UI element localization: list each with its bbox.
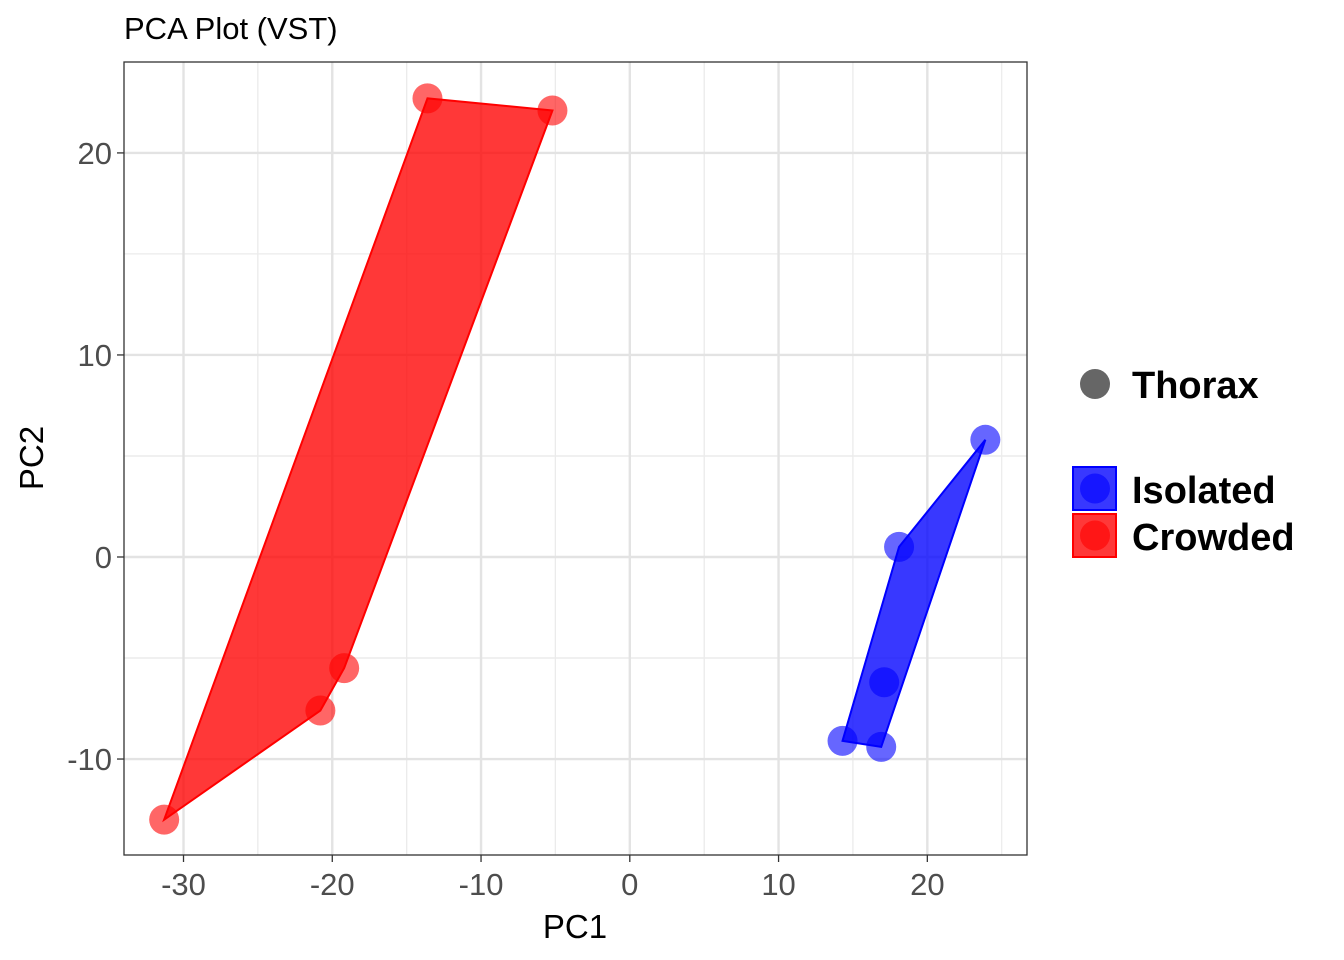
points: [149, 83, 1001, 835]
point-isolated: [869, 667, 900, 698]
point-isolated: [970, 424, 1001, 455]
legend-key-point: [1080, 473, 1110, 504]
point-crowded: [149, 804, 180, 835]
x-tick-label: 10: [761, 867, 795, 902]
point-crowded: [412, 83, 443, 114]
x-tick-label: -30: [161, 867, 206, 902]
y-tick-label: 20: [78, 136, 112, 171]
x-tick-label: 20: [910, 867, 944, 902]
point-isolated: [827, 725, 858, 756]
y-axis-label: PC2: [13, 426, 50, 490]
x-tick-label: -10: [459, 867, 504, 902]
legend-label-isolated: Isolated: [1132, 470, 1276, 512]
point-crowded: [329, 653, 360, 684]
panel-border: [123, 61, 1028, 856]
legend-shape-key: [1080, 369, 1110, 399]
x-axis-label: PC1: [543, 908, 607, 945]
chart-title: PCA Plot (VST): [124, 11, 338, 46]
y-tick-label: 0: [95, 540, 112, 575]
hulls: [162, 97, 987, 823]
x-tick-label: 0: [621, 867, 638, 902]
point-isolated: [884, 531, 915, 562]
point-crowded: [305, 695, 336, 726]
point-isolated: [866, 731, 897, 762]
y-tick-label: 10: [78, 338, 112, 373]
y-ticks: -10 0 10 20: [67, 136, 124, 777]
x-ticks: -30 -20 -10 0 10 20: [161, 855, 945, 902]
y-tick-label: -10: [67, 742, 112, 777]
legend-shape-label: Thorax: [1132, 365, 1259, 407]
legend-label-crowded: Crowded: [1132, 517, 1295, 559]
legend-key-point: [1080, 520, 1110, 551]
legend: Thorax Isolated Crowded: [1072, 365, 1295, 559]
hull-crowded: [162, 97, 554, 823]
point-crowded: [537, 95, 568, 126]
x-tick-label: -20: [310, 867, 355, 902]
hull-isolated: [841, 439, 987, 749]
